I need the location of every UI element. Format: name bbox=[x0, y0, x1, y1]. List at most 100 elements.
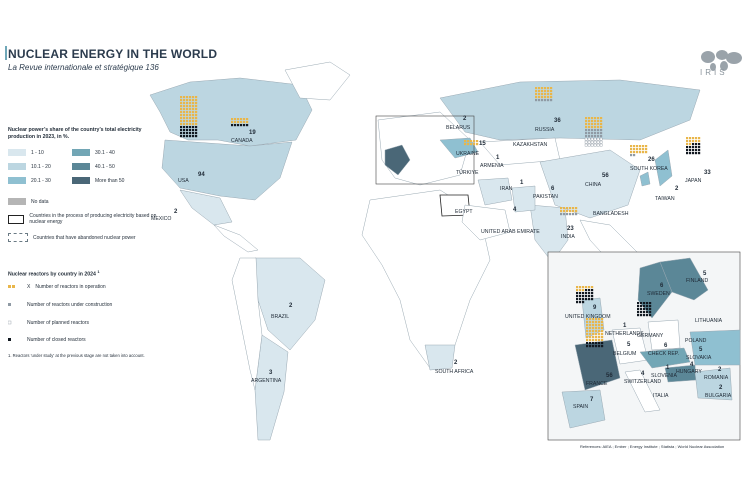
planned-icon bbox=[8, 320, 12, 325]
country-india bbox=[529, 204, 569, 263]
count-ukraine: 15 bbox=[479, 141, 486, 147]
label-usa: USA bbox=[178, 178, 189, 184]
label-germany: GERMANY bbox=[637, 333, 664, 339]
label-russia: RUSSIA bbox=[535, 127, 555, 133]
legend-swatch bbox=[8, 233, 28, 242]
count-taiwan: 2 bbox=[675, 186, 679, 192]
count-slovakia: 5 bbox=[699, 347, 703, 353]
count-slovenia: 1 bbox=[666, 365, 670, 371]
count-south-africa: 2 bbox=[454, 360, 458, 366]
label-czech: CHECK REP. bbox=[648, 351, 680, 357]
label-argentina: ARGENTINA bbox=[251, 378, 282, 384]
count-switzerland: 4 bbox=[641, 371, 645, 377]
label-india: INDIA bbox=[561, 234, 575, 240]
inset-poland bbox=[647, 319, 681, 351]
country-west-south-america bbox=[231, 257, 263, 391]
label-canada: CANADA bbox=[231, 138, 253, 144]
country-mexico bbox=[179, 189, 233, 226]
label-slovakia: SLOVAKIA bbox=[686, 355, 712, 361]
inset-ukraine bbox=[689, 329, 741, 366]
label-france: FRANCE bbox=[586, 381, 608, 387]
legend-swatch bbox=[72, 177, 90, 184]
inset-czech-slovakia bbox=[639, 347, 691, 369]
label-romania: ROMANIA bbox=[704, 375, 729, 381]
count-belarus: 2 bbox=[463, 116, 467, 122]
country-japan bbox=[654, 149, 673, 187]
country-greenland bbox=[284, 61, 351, 101]
operation-icon bbox=[8, 285, 15, 288]
country-south-africa bbox=[424, 344, 456, 371]
construction-icon bbox=[8, 303, 11, 306]
count-sweden: 6 bbox=[660, 283, 664, 289]
legend-swatch bbox=[8, 149, 26, 156]
legend-class-1: 1 - 10 bbox=[8, 149, 44, 156]
label-egypt: EGYPT bbox=[455, 209, 473, 215]
legend-swatch bbox=[8, 214, 25, 224]
count-uae: 4 bbox=[513, 207, 517, 213]
count-spain: 7 bbox=[590, 397, 594, 403]
legend-construction: Number of reactors under construction bbox=[8, 302, 112, 308]
label-south-africa: SOUTH AFRICA bbox=[435, 369, 474, 375]
country-usa bbox=[161, 139, 293, 201]
legend-class-4: 30.1 - 40 bbox=[72, 149, 115, 156]
europe-focus-box bbox=[375, 115, 475, 185]
count-czech: 6 bbox=[664, 343, 668, 349]
label-lithuania: LITHUANIA bbox=[695, 318, 723, 324]
legend-share-title: Nuclear power’s share of the country’s t… bbox=[8, 127, 142, 140]
country-iran bbox=[477, 177, 513, 206]
label-italia: ITALIA bbox=[653, 393, 669, 399]
count-uk: 9 bbox=[593, 305, 597, 311]
count-usa: 94 bbox=[198, 172, 205, 178]
label-pakistan: PAKISTAN bbox=[533, 194, 558, 200]
legend-swatch bbox=[8, 198, 26, 205]
label-japan: JAPAN bbox=[685, 178, 702, 184]
legend-producing: Countries in the process of producing el… bbox=[8, 213, 158, 225]
country-brazil bbox=[254, 257, 326, 351]
label-south-korea: SOUTH KOREA bbox=[630, 166, 668, 172]
inset-romania-bulgaria bbox=[694, 367, 733, 401]
label-slovenia: SLOVENIA bbox=[651, 373, 677, 379]
count-armenia: 1 bbox=[496, 155, 500, 161]
count-china: 56 bbox=[602, 173, 609, 179]
count-argentina: 3 bbox=[269, 370, 273, 376]
count-romania: 2 bbox=[718, 367, 722, 373]
label-uk: UNITED KINGDOM bbox=[565, 314, 611, 320]
count-russia: 36 bbox=[554, 118, 561, 124]
label-finland: FINLAND bbox=[686, 278, 709, 284]
legend-class-6: More than 50 bbox=[72, 177, 124, 184]
count-south-korea: 26 bbox=[648, 157, 655, 163]
label-belarus: BELARUS bbox=[446, 125, 471, 131]
country-arabia bbox=[461, 204, 511, 241]
country-france bbox=[384, 144, 411, 176]
country-south-korea bbox=[639, 171, 651, 187]
label-sweden: SWEDEN bbox=[647, 291, 670, 297]
label-uae: UNITED ARAB EMIRATE bbox=[481, 229, 540, 235]
references: References: AIEA ; Ember ; Energy Instit… bbox=[580, 444, 725, 449]
legend-class-5: 40.1 - 50 bbox=[72, 163, 115, 170]
label-bulgaria: BULGARIA bbox=[705, 393, 732, 399]
country-canada bbox=[149, 77, 313, 147]
label-iran: IRAN bbox=[500, 186, 513, 192]
label-hungary: HUNGARY bbox=[676, 369, 702, 375]
count-brazil: 2 bbox=[289, 303, 293, 309]
inset-spain bbox=[561, 389, 606, 429]
iris-logo-icon bbox=[701, 50, 742, 71]
country-pakistan bbox=[511, 185, 536, 213]
label-bangladesh: BANGLADESH bbox=[593, 211, 629, 217]
legend-closed: Number of closed reactors bbox=[8, 337, 86, 343]
label-mexico: MEXICO bbox=[151, 216, 172, 222]
logo-text: IRIS bbox=[700, 68, 728, 77]
page-title: NUCLEAR ENERGY IN THE WORLD bbox=[8, 47, 218, 61]
closed-icon bbox=[8, 338, 11, 341]
legend-swatch bbox=[72, 149, 90, 156]
legend-class-3: 20.1 - 30 bbox=[8, 177, 51, 184]
count-pakistan: 6 bbox=[551, 186, 555, 192]
count-japan: 33 bbox=[704, 170, 711, 176]
country-china bbox=[539, 149, 641, 219]
title-accent-bar bbox=[5, 46, 7, 60]
count-finland: 5 bbox=[703, 271, 707, 277]
inset-italy bbox=[624, 369, 661, 413]
label-spain: SPAIN bbox=[573, 404, 589, 410]
legend-no-data: No data bbox=[8, 198, 49, 205]
